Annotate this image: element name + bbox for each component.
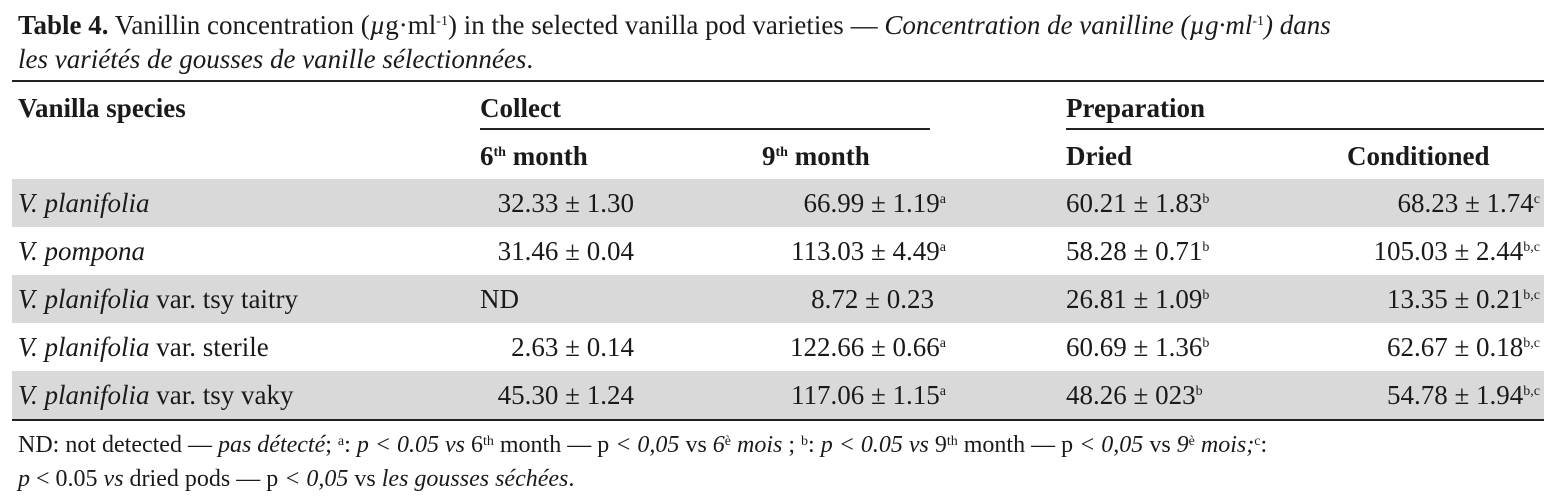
conditioned-cell: 54.78 ± 1.94b,c	[1386, 380, 1540, 410]
header-dried: Dried	[1066, 141, 1132, 171]
month9-cell: 122.66 ± 0.66a	[789, 332, 946, 362]
footnote-line-2: p < 0.05 vs dried pods — p < 0,05 vs les…	[18, 466, 575, 492]
table-row: V. planifolia var. tsy taitry ND 8.72 ± …	[12, 275, 1544, 323]
conditioned-cell: 13.35 ± 0.21b,c	[1386, 284, 1540, 314]
header-9th-month: 9th month	[762, 141, 870, 171]
table-top-rule	[12, 80, 1544, 82]
month9-cell: 66.99 ± 1.19a	[803, 188, 946, 218]
table-row: V. pompona 31.46 ± 0.04 113.03 ± 4.49a 5…	[12, 227, 1544, 275]
table-row: V. planifolia var. sterile 2.63 ± 0.14 1…	[12, 323, 1544, 371]
month9-cell: 113.03 ± 4.49a	[790, 236, 946, 266]
table-bottom-rule	[12, 419, 1544, 421]
species-cell: V. planifolia var. sterile	[18, 332, 269, 362]
table-caption: Table 4. Vanillin concentration (µg·ml-1…	[18, 10, 1331, 74]
month6-cell: 31.46 ± 0.04	[497, 236, 634, 266]
species-cell: V. planifolia var. tsy taitry	[18, 284, 299, 314]
dried-cell: 26.81 ± 1.09b	[1066, 284, 1210, 314]
table-row: V. planifolia 32.33 ± 1.30 66.99 ± 1.19a…	[12, 179, 1544, 227]
conditioned-cell: 105.03 ± 2.44b,c	[1373, 236, 1540, 266]
collect-subrule	[480, 128, 930, 130]
footnote-line-1: ND: not detected — pas détecté; a: p < 0…	[18, 432, 1268, 458]
header-vanilla-species: Vanilla species	[18, 93, 186, 123]
species-cell: V. planifolia var. tsy vaky	[18, 380, 294, 410]
header-collect: Collect	[480, 93, 561, 123]
preparation-subrule	[1066, 128, 1544, 130]
dried-cell: 60.21 ± 1.83b	[1066, 188, 1210, 218]
month9-cell: 8.72 ± 0.23	[811, 284, 934, 314]
dried-cell: 48.26 ± 023b	[1066, 380, 1203, 410]
species-cell: V. pompona	[18, 236, 146, 266]
header-preparation: Preparation	[1066, 93, 1205, 123]
table-row: V. planifolia var. tsy vaky 45.30 ± 1.24…	[12, 371, 1544, 419]
caption-label: Table 4.	[18, 10, 109, 40]
dried-cell: 60.69 ± 1.36b	[1066, 332, 1210, 362]
month6-cell: 2.63 ± 0.14	[511, 332, 634, 362]
month6-cell: ND	[480, 284, 519, 314]
species-cell: V. planifolia	[18, 188, 150, 218]
header-conditioned: Conditioned	[1347, 141, 1490, 171]
dried-cell: 58.28 ± 0.71b	[1066, 236, 1210, 266]
conditioned-cell: 68.23 ± 1.74c	[1397, 188, 1540, 218]
month6-cell: 32.33 ± 1.30	[497, 188, 634, 218]
month9-cell: 117.06 ± 1.15a	[790, 380, 946, 410]
conditioned-cell: 62.67 ± 0.18b,c	[1386, 332, 1540, 362]
month6-cell: 45.30 ± 1.24	[497, 380, 634, 410]
header-6th-month: 6th month	[480, 141, 588, 171]
